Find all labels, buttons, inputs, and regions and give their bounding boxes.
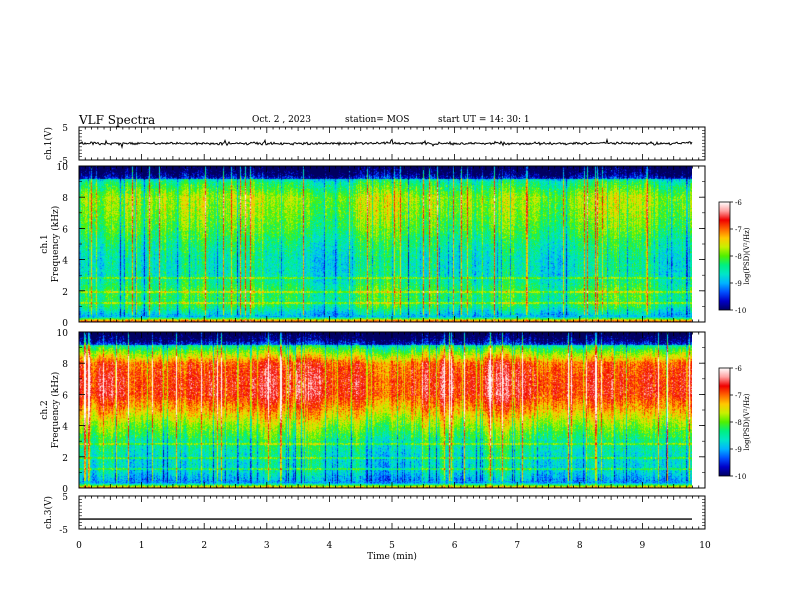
colorbar-tick-label: -9 xyxy=(735,280,742,288)
y-tick-label: 10 xyxy=(57,329,69,339)
x-tick-label: 4 xyxy=(327,541,333,551)
colorbar-tick-label: -8 xyxy=(735,253,742,261)
waveform-trace-ch1 xyxy=(78,137,693,150)
y-tick-label: 2 xyxy=(62,454,68,464)
colorbar-ch2 xyxy=(718,367,731,477)
y-axis-label-voltage: ch.3(V) xyxy=(43,496,54,529)
y-axis-label-frequency: Frequency (kHz) xyxy=(50,206,61,283)
colorbar-label-ch2: log(PSD)(V²/Hz) xyxy=(743,393,751,450)
y-tick-label: -5 xyxy=(59,526,68,536)
y-tick-label: -5 xyxy=(59,157,68,167)
colorbar-tick-label: -7 xyxy=(735,392,742,400)
colorbar-ch1 xyxy=(718,201,731,311)
x-tick-label: 1 xyxy=(139,541,145,551)
y-tick-label: 4 xyxy=(62,257,68,267)
colorbar-tick-label: -7 xyxy=(735,226,742,234)
colorbar-tick-label: -8 xyxy=(735,419,742,427)
colorbar-tick-label: -10 xyxy=(735,307,746,315)
y-axis-label-channel: ch.1 xyxy=(40,234,50,253)
y-tick-label: 6 xyxy=(62,225,68,235)
start-time-label: start UT = 14: 30: 1 xyxy=(438,115,530,125)
colorbar-tick-label: -9 xyxy=(735,446,742,454)
y-axis-label-frequency: Frequency (kHz) xyxy=(50,372,61,449)
x-tick-label: 0 xyxy=(76,541,82,551)
y-tick-label: 2 xyxy=(62,288,68,298)
x-axis-label: Time (min) xyxy=(367,551,417,562)
y-tick-label: 0 xyxy=(62,319,68,329)
colorbar-label-ch1: log(PSD)(V²/Hz) xyxy=(743,227,751,284)
y-tick-label: 6 xyxy=(62,391,68,401)
x-tick-label: 10 xyxy=(699,541,711,551)
colorbar-tick-label: -10 xyxy=(735,473,746,481)
date-label: Oct. 2 , 2023 xyxy=(252,115,311,125)
x-tick-label: 2 xyxy=(201,541,207,551)
y-tick-label: 5 xyxy=(62,493,68,503)
y-tick-label: 8 xyxy=(62,360,68,370)
y-tick-label: 10 xyxy=(57,163,69,173)
colorbar-tick-label: -6 xyxy=(735,365,742,373)
y-tick-label: 4 xyxy=(62,423,68,433)
spectrogram-image-ch2 xyxy=(79,332,692,488)
figure-title: VLF Spectra xyxy=(79,113,156,127)
x-tick-label: 3 xyxy=(264,541,270,551)
spectrogram-image-ch1 xyxy=(79,166,692,322)
y-tick-label: 5 xyxy=(62,124,68,134)
x-tick-label: 6 xyxy=(452,541,458,551)
x-tick-label: 7 xyxy=(514,541,520,551)
y-axis-label-channel: ch.2 xyxy=(40,400,50,419)
station-label: station= MOS xyxy=(345,115,410,125)
y-tick-label: 0 xyxy=(62,485,68,495)
y-tick-label: 8 xyxy=(62,194,68,204)
x-tick-label: 5 xyxy=(389,541,395,551)
x-tick-label: 9 xyxy=(640,541,646,551)
colorbar-tick-label: -6 xyxy=(735,199,742,207)
x-tick-label: 8 xyxy=(577,541,583,551)
y-axis-label-voltage: ch.1(V) xyxy=(43,127,54,160)
